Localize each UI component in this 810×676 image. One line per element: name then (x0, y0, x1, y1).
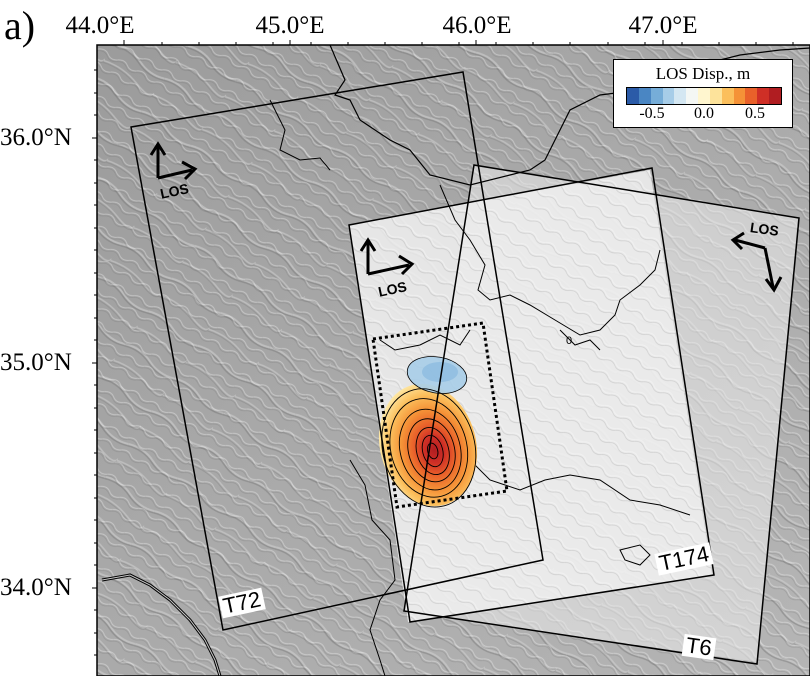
los-arrow-t174 (359, 237, 415, 276)
lon-tick-47: 47.0°E (628, 12, 698, 39)
legend-tick-zero: 0.0 (694, 105, 714, 122)
top-ticks (123, 40, 794, 45)
colorbar-legend: LOS Disp., m -0.5 0.0 0.5 (613, 59, 793, 128)
los-arrow-t6 (730, 231, 783, 293)
map-frame (96, 44, 810, 676)
colorbar-swatch (674, 88, 687, 104)
colorbar-swatch (698, 88, 710, 104)
lon-tick-44: 44.0°E (65, 12, 135, 39)
lat-tick-34: 34.0°N (0, 574, 72, 601)
colorbar-swatch (686, 88, 699, 104)
lon-tick-46: 46.0°E (442, 12, 512, 39)
los-arrow-t72 (149, 141, 198, 181)
track-t6-outline (403, 164, 800, 665)
colorbar-swatch (709, 88, 722, 104)
legend-tick-neg: -0.5 (639, 105, 665, 122)
track-t174-outline (348, 167, 715, 623)
panel-label: a) (4, 3, 36, 48)
colorbar (626, 87, 782, 105)
legend-tick-pos: 0.5 (745, 105, 765, 122)
colorbar-swatch (627, 88, 639, 104)
lon-tick-45: 45.0°E (255, 12, 325, 39)
track-t72-outline (130, 71, 544, 631)
lat-tick-35: 35.0°N (0, 349, 72, 376)
los-label-t6: LOS (749, 219, 780, 239)
colorbar-swatch (638, 88, 651, 104)
lat-tick-36: 36.0°N (0, 124, 72, 151)
colorbar-swatch (721, 88, 734, 104)
colorbar-swatch (745, 88, 758, 104)
contour-zero-label: 0 (566, 335, 573, 347)
colorbar-swatch (733, 88, 746, 104)
legend-title: LOS Disp., m (655, 64, 751, 83)
left-ticks (92, 69, 97, 656)
colorbar-swatch (757, 88, 770, 104)
track-label-t6: T6 (681, 632, 717, 661)
fault-model-outline (371, 321, 509, 509)
colorbar-swatch (650, 88, 663, 104)
colorbar-swatch (662, 88, 675, 104)
colorbar-swatch (769, 88, 781, 104)
